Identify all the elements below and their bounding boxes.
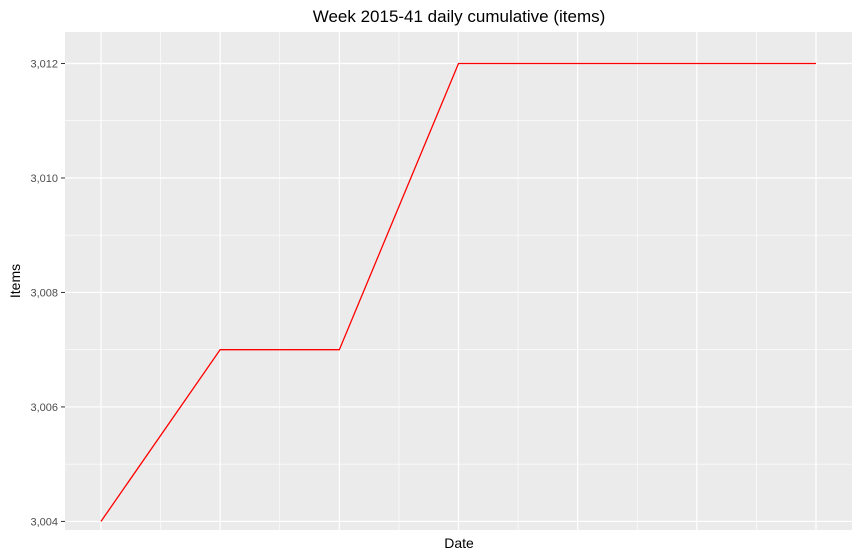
chart-title: Week 2015-41 daily cumulative (items) (313, 7, 606, 26)
y-axis: 3,004 3,006 3,008 3,010 3,012 (30, 58, 65, 528)
y-axis-title: Items (7, 264, 23, 298)
y-tick-label: 3,004 (30, 516, 58, 528)
series-group (100, 62, 816, 522)
y-tick-label: 3,012 (30, 58, 58, 70)
y-tick-label: 3,006 (30, 402, 58, 414)
x-axis-title: Date (444, 535, 474, 551)
y-tick-label: 3,008 (30, 287, 58, 299)
y-tick-label: 3,010 (30, 173, 58, 185)
series-line (100, 62, 816, 522)
